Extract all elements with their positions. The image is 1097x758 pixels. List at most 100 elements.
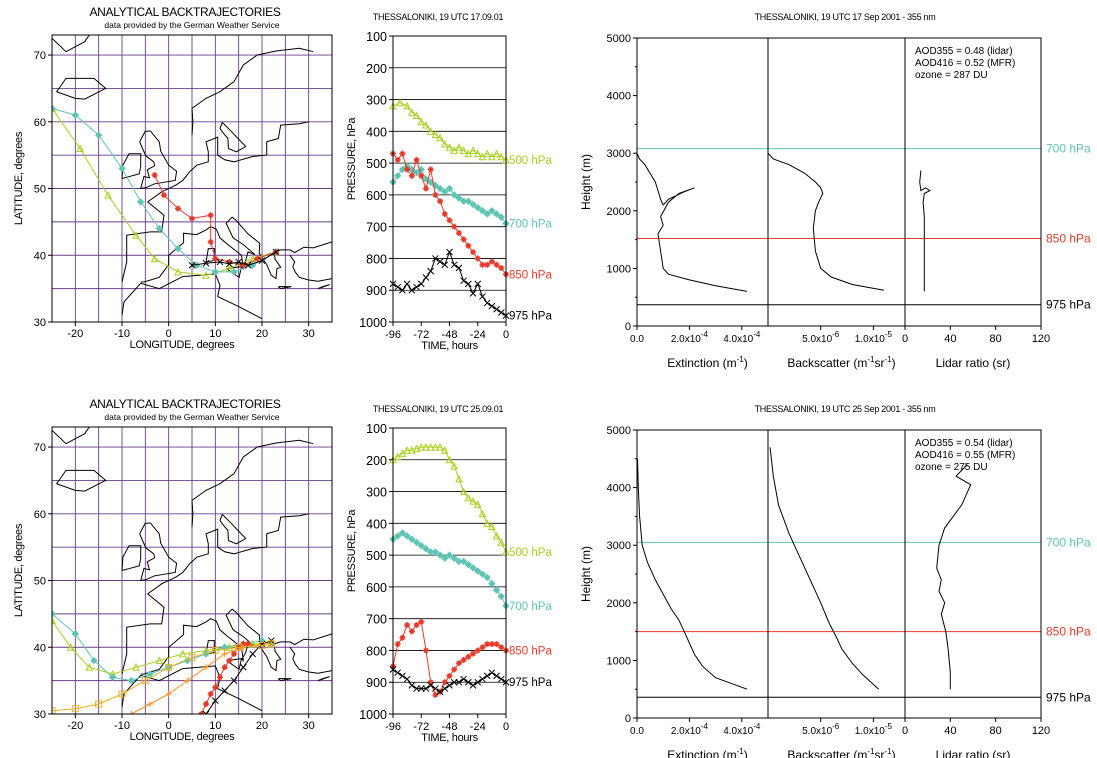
data-point: [212, 684, 219, 691]
y-axis-label: PRESSURE, hPa: [346, 117, 358, 200]
data-point: [258, 641, 266, 649]
data-point: [483, 519, 491, 527]
data-point: [212, 255, 219, 262]
x-tick-label: -96: [385, 721, 401, 733]
map-frame: [51, 426, 333, 715]
y-tick-label: 60: [34, 509, 46, 521]
y-tick-label: 200: [366, 454, 387, 468]
x-tick-label: 0.0: [630, 334, 644, 345]
profile-line: [936, 464, 972, 690]
data-point: [492, 149, 501, 158]
coastline: [121, 282, 142, 316]
lidar-panel: THESSALONIKI, 19 UTC 25 Sep 2001 - 355 n…: [579, 404, 1091, 758]
coastline: [52, 427, 90, 445]
data-point: [493, 641, 500, 648]
label-part: ): [744, 356, 748, 370]
x-tick-label: 0: [503, 721, 509, 733]
data-point: [493, 261, 500, 268]
profile-line: [636, 152, 748, 292]
data-point: [479, 644, 486, 651]
y-tick-label: 700: [366, 613, 387, 627]
data-point: [245, 640, 251, 647]
data-point: [248, 639, 257, 648]
data-point: [493, 672, 500, 680]
data-point: [436, 258, 444, 265]
aod355-annotation: AOD355 = 0.48 (lidar): [915, 46, 1013, 57]
data-point: [464, 197, 473, 205]
data-point: [474, 678, 482, 686]
y-tick-label: 300: [366, 486, 387, 500]
y-tick-label: 2000: [607, 206, 631, 218]
label-part: 5.0x10: [802, 726, 832, 737]
coastline: [121, 513, 309, 675]
data-point: [422, 647, 429, 654]
data-point: [492, 586, 501, 594]
x-tick-label: 0: [902, 333, 908, 345]
label-part: 5.0x10: [802, 334, 832, 345]
data-point: [483, 149, 491, 158]
y-tick-label: 40: [34, 250, 46, 262]
data-point: [413, 622, 420, 629]
data-point: [488, 258, 495, 265]
coastline: [277, 678, 292, 682]
y-tick-label: 3000: [607, 540, 631, 552]
data-point: [479, 675, 486, 683]
data-point: [71, 111, 80, 119]
x-axis-label: Backscatter (m-1sr-1): [787, 747, 895, 758]
y-tick-label: 600: [366, 189, 387, 203]
data-point: [417, 442, 426, 451]
data-point: [394, 669, 402, 677]
data-point: [474, 647, 481, 654]
label-part: 0.0: [630, 334, 644, 345]
data-point: [450, 462, 459, 470]
data-point: [445, 455, 454, 464]
data-point: [240, 262, 247, 269]
data-point: [226, 258, 233, 265]
data-point: [478, 207, 487, 215]
aod416-annotation: AOD416 = 0.52 (MFR): [915, 58, 1015, 69]
coastline: [140, 273, 263, 320]
data-point: [497, 592, 505, 601]
pressure-title: THESSALONIKI, 19 UTC 25.09.01: [373, 404, 504, 414]
label-part: sr: [875, 748, 885, 758]
map-title: ANALYTICAL BACKTRAJECTORIES: [89, 5, 280, 19]
x-tick-label: 80: [990, 725, 1002, 737]
label-part: -1: [737, 355, 745, 364]
data-point: [202, 710, 210, 714]
data-point: [431, 130, 440, 139]
x-tick-label: -24: [470, 721, 486, 733]
x-tick-label: 1.0x10-5: [855, 330, 893, 345]
data-point: [427, 267, 435, 275]
y-tick-label: 800: [366, 644, 387, 658]
data-point: [94, 131, 103, 139]
data-point: [226, 657, 233, 664]
data-point: [408, 535, 416, 543]
data-point: [488, 641, 495, 648]
data-point: [488, 580, 496, 588]
subplot-frame: [904, 37, 1042, 327]
data-point: [469, 496, 477, 505]
label-part: -4: [701, 722, 709, 731]
data-point: [146, 670, 154, 678]
data-point: [446, 217, 453, 224]
trajectories: [52, 610, 276, 714]
data-point: [394, 532, 402, 540]
data-point: [426, 127, 435, 135]
label-part: 0.0: [630, 726, 644, 737]
data-point: [413, 156, 420, 163]
data-point: [432, 691, 439, 698]
data-point: [445, 184, 454, 193]
data-point: [221, 664, 228, 671]
data-point: [398, 529, 407, 537]
data-point: [460, 236, 467, 243]
label-part: 4.0x10: [723, 334, 753, 345]
profile-line: [767, 152, 884, 291]
x-tick-label: 0: [166, 328, 172, 340]
coastline: [317, 284, 330, 290]
coastline: [191, 47, 314, 136]
aod416-annotation: AOD416 = 0.55 (MFR): [915, 450, 1015, 461]
x-tick-label: -10: [114, 720, 130, 732]
pressure-line: [392, 669, 507, 693]
x-axis-label: Backscatter (m-1sr-1): [787, 355, 895, 370]
